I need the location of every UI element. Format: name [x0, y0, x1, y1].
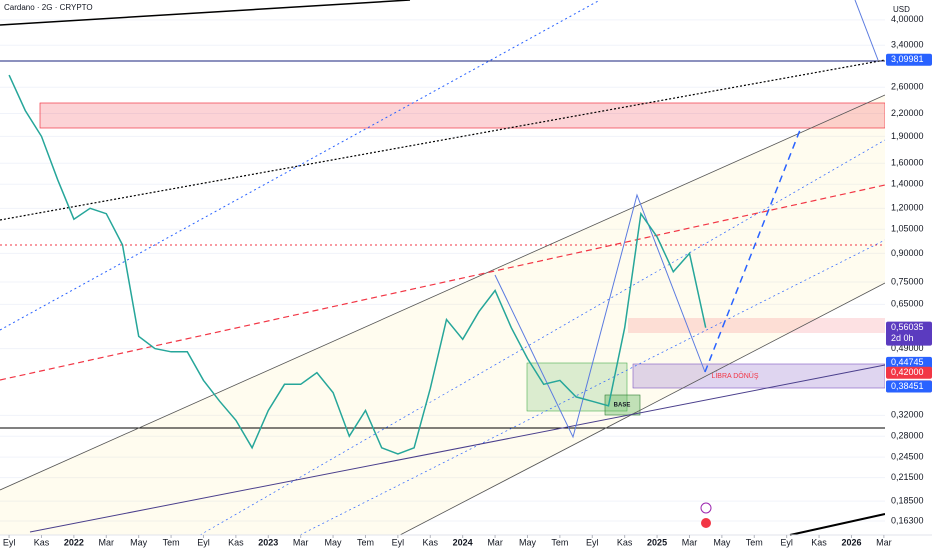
y-tick-label: 1,90000 — [891, 131, 924, 141]
countdown: 2d 0h — [891, 333, 914, 343]
y-tick-label: 0,24500 — [891, 452, 924, 462]
y-tick-label: 0,65000 — [891, 299, 924, 309]
y-tick-label: 1,60000 — [891, 158, 924, 168]
x-tick-label: Eyl — [392, 537, 405, 547]
price-tag-label: 0,56035 — [891, 322, 924, 332]
x-tick-label: Tem — [357, 537, 374, 547]
x-tick-label: Kas — [811, 537, 827, 547]
chart-title: Cardano · 2G · CRYPTO — [4, 3, 93, 12]
support-line — [29, 364, 886, 533]
x-tick-label: Tem — [746, 537, 763, 547]
y-tick-label: 0,90000 — [891, 248, 924, 258]
x-tick-label: Tem — [551, 537, 568, 547]
x-tick-label: Mar — [876, 537, 892, 547]
target-zone — [632, 363, 886, 389]
y-tick-label: 1,40000 — [891, 179, 924, 189]
price-tag-label: 0,42000 — [891, 367, 924, 377]
x-tick-label: May — [325, 537, 343, 547]
x-tick-label: 2023 — [258, 537, 278, 547]
y-tick-label: 0,32000 — [891, 410, 924, 420]
channel-mid — [0, 184, 886, 381]
price-tag-label: 0,44745 — [891, 357, 924, 367]
price-tag — [886, 366, 932, 379]
x-tick-label: 2026 — [841, 537, 861, 547]
x-tick-label: Kas — [423, 537, 439, 547]
trend-line — [0, 59, 886, 221]
price-tag — [886, 321, 932, 346]
zigzag — [494, 193, 706, 439]
y-tick-label: 0,16300 — [891, 515, 924, 525]
price-tag-label: 0,38451 — [891, 381, 924, 391]
resistance-zone — [39, 102, 886, 129]
price-tag — [886, 380, 932, 393]
trend-line — [0, 0, 411, 26]
y-tick-label: 0,21500 — [891, 472, 924, 482]
projection — [704, 129, 801, 373]
y-tick-label: 0,75000 — [891, 276, 924, 286]
channel-sub — [199, 139, 886, 536]
y-tick-label: 4,00000 — [891, 14, 924, 24]
x-tick-label: May — [130, 537, 148, 547]
x-tick-label: May — [519, 537, 537, 547]
x-tick-label: 2022 — [64, 537, 84, 547]
x-tick-label: Kas — [617, 537, 633, 547]
x-tick-label: Kas — [228, 537, 244, 547]
currency: USD — [893, 5, 910, 14]
y-tick-label: 0,18500 — [891, 495, 924, 505]
y-tick-label: 1,20000 — [891, 203, 924, 213]
x-tick-label: Mar — [293, 537, 309, 547]
x-tick-label: Mar — [487, 537, 503, 547]
base-zone — [526, 362, 628, 412]
annotation: BASE — [614, 403, 631, 409]
x-tick-label: Mar — [99, 537, 115, 547]
y-tick-label: 0,49000 — [891, 343, 924, 353]
event-icon — [701, 518, 711, 528]
price-tag — [886, 53, 932, 66]
trend-line — [789, 513, 886, 536]
y-tick-label: 3,40000 — [891, 40, 924, 50]
projection — [854, 0, 879, 61]
x-tick-label: Kas — [34, 537, 50, 547]
y-tick-label: 2,20000 — [891, 108, 924, 118]
channel-upper — [0, 94, 886, 491]
price-tag-label: 3,09981 — [891, 54, 924, 64]
trend-line — [0, 0, 601, 331]
drawings — [0, 0, 886, 536]
y-tick-label: 2,60000 — [891, 82, 924, 92]
x-tick-label: 2025 — [647, 537, 667, 547]
x-tick-label: Eyl — [780, 537, 793, 547]
channel-fill — [0, 95, 885, 535]
price-line — [8, 74, 707, 455]
sell-zone — [628, 318, 885, 333]
x-tick-label: Eyl — [197, 537, 210, 547]
event-icon — [700, 502, 712, 514]
x-tick-label: May — [713, 537, 731, 547]
x-tick-label: 2024 — [453, 537, 473, 547]
channel-sub — [299, 239, 886, 536]
x-tick-label: Tem — [163, 537, 180, 547]
channel-lower — [399, 282, 886, 536]
x-tick-label: Mar — [682, 537, 698, 547]
price-axis-bg — [885, 0, 932, 550]
annotation: LİBRA DÖNÜŞ — [711, 371, 758, 380]
y-tick-label: 1,05000 — [891, 224, 924, 234]
x-tick-label: Eyl — [3, 537, 16, 547]
price-tag — [886, 356, 932, 369]
x-tick-label: Eyl — [586, 537, 599, 547]
y-tick-label: 0,28000 — [891, 431, 924, 441]
